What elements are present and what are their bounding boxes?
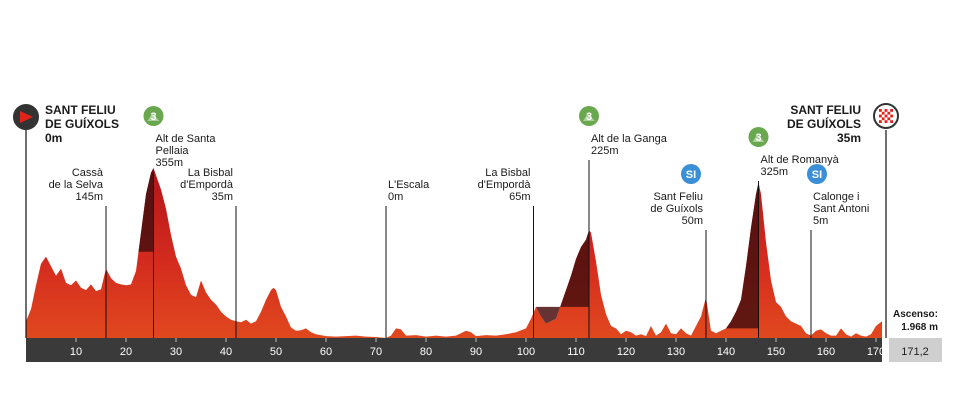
place-label-line: d'Empordà [478, 179, 532, 191]
place-label-line: 355m [156, 157, 184, 169]
place-label-line: 50m [682, 215, 703, 227]
finish-flag-icon [879, 109, 893, 123]
mountain-icon [147, 113, 160, 121]
place-label-line: 325m [761, 166, 789, 178]
profile-layer [26, 168, 882, 338]
x-tick-label: 80 [420, 346, 432, 358]
finish-flag-cell [884, 109, 888, 112]
x-tick-label: 20 [120, 346, 132, 358]
x-tick-label: 140 [717, 346, 735, 358]
badge-text: 3 [586, 111, 592, 123]
place-label-line: Sant Feliu [653, 191, 703, 203]
badge-text: SI [812, 169, 822, 181]
place-label-line: d'Empordà [180, 179, 234, 191]
x-tick-label: 90 [470, 346, 482, 358]
x-tick-label: 110 [567, 346, 585, 358]
climb-shading-3 [726, 182, 759, 329]
finish-flag-cell [881, 117, 885, 121]
x-tick-label: 30 [170, 346, 182, 358]
place-label-line: Alt de la Ganga [591, 133, 668, 145]
finish-flag-cell [884, 120, 888, 123]
place-label-line: Alt de Santa [156, 133, 217, 145]
place-label-line: 5m [813, 215, 828, 227]
finish-flag-cell [884, 114, 888, 118]
place-label-line: 35m [212, 191, 233, 203]
mountain-icon [752, 134, 765, 142]
mountain-icon [583, 113, 595, 121]
x-tick-label: 10 [70, 346, 82, 358]
start-label-line: SANT FELIU [45, 103, 116, 117]
place-label-line: 0m [388, 191, 403, 203]
finish-label-line: DE GUÍXOLS [787, 116, 861, 131]
x-tick-label: 100 [517, 346, 535, 358]
elevation-area [26, 168, 882, 338]
place-label-line: Cassà [72, 167, 104, 179]
finish-flag-cell [890, 109, 893, 112]
finish-flag-cell [887, 117, 891, 121]
x-tick-label: 130 [667, 346, 685, 358]
climb-category-badge [748, 127, 769, 147]
start-icon [20, 111, 33, 123]
place-label-line: La Bisbal [188, 167, 233, 179]
place-label-line: Pellaia [156, 145, 190, 157]
x-tick-label: 50 [270, 346, 282, 358]
place-label-line: La Bisbal [485, 167, 530, 179]
climb-shading-2 [536, 230, 589, 324]
finish-label-line: SANT FELIU [790, 103, 861, 117]
finish-flag-cell [887, 111, 891, 115]
place-label-line: 225m [591, 145, 619, 157]
place-label-line: L'Escala [388, 179, 430, 191]
sprint-badge [807, 164, 827, 184]
place-label-line: de la Selva [49, 179, 104, 191]
x-tick-label: 160 [817, 346, 835, 358]
finish-label-line: 35m [837, 131, 861, 145]
place-label-line: Calonge i [813, 191, 859, 203]
climb-category-badge [143, 106, 164, 126]
start-label-line: DE GUÍXOLS [45, 116, 119, 131]
finish-flag-cell [879, 120, 882, 123]
x-tick-label: 70 [370, 346, 382, 358]
ascent-label: Ascenso: [893, 309, 938, 320]
finish-flag-cell [879, 114, 882, 118]
x-tick-label: 60 [320, 346, 332, 358]
x-tick-label: 40 [220, 346, 232, 358]
climb-shading-1 [138, 168, 154, 252]
place-label-line: Sant Antoni [813, 203, 869, 215]
x-tick-label: 150 [767, 346, 785, 358]
total-distance-label: 171,2 [901, 346, 929, 358]
finish-flag-cell [881, 111, 885, 115]
place-lines-layer [25, 118, 887, 338]
badge-text: 3 [150, 111, 156, 123]
finish-flag-cell [879, 109, 882, 112]
ascent-value: 1.968 m [901, 322, 938, 333]
x-axis: 10 20 30 40 50 60 70 80 90 100 110 120 130 140 150 160 1… [26, 338, 885, 362]
place-label-line: Alt de Romanyà [761, 154, 840, 166]
finish-flag-cell [890, 114, 893, 118]
sprint-badge [681, 164, 701, 184]
x-tick-label: 170 [867, 346, 885, 358]
finish-flag-cell [890, 120, 893, 123]
distance-axis-bar [26, 338, 882, 362]
total-distance-box [889, 338, 942, 362]
badge-text: 3 [755, 132, 761, 144]
badge-text: SI [686, 169, 696, 181]
place-label-line: 145m [75, 191, 103, 203]
start-label-line: 0m [45, 131, 62, 145]
place-label-line: 65m [509, 191, 530, 203]
totals-layer: 171,2 Ascenso: 1.968 m [889, 309, 942, 362]
climb-category-badge [579, 106, 599, 126]
place-label-line: de Guíxols [650, 203, 703, 215]
x-tick-label: 120 [617, 346, 635, 358]
